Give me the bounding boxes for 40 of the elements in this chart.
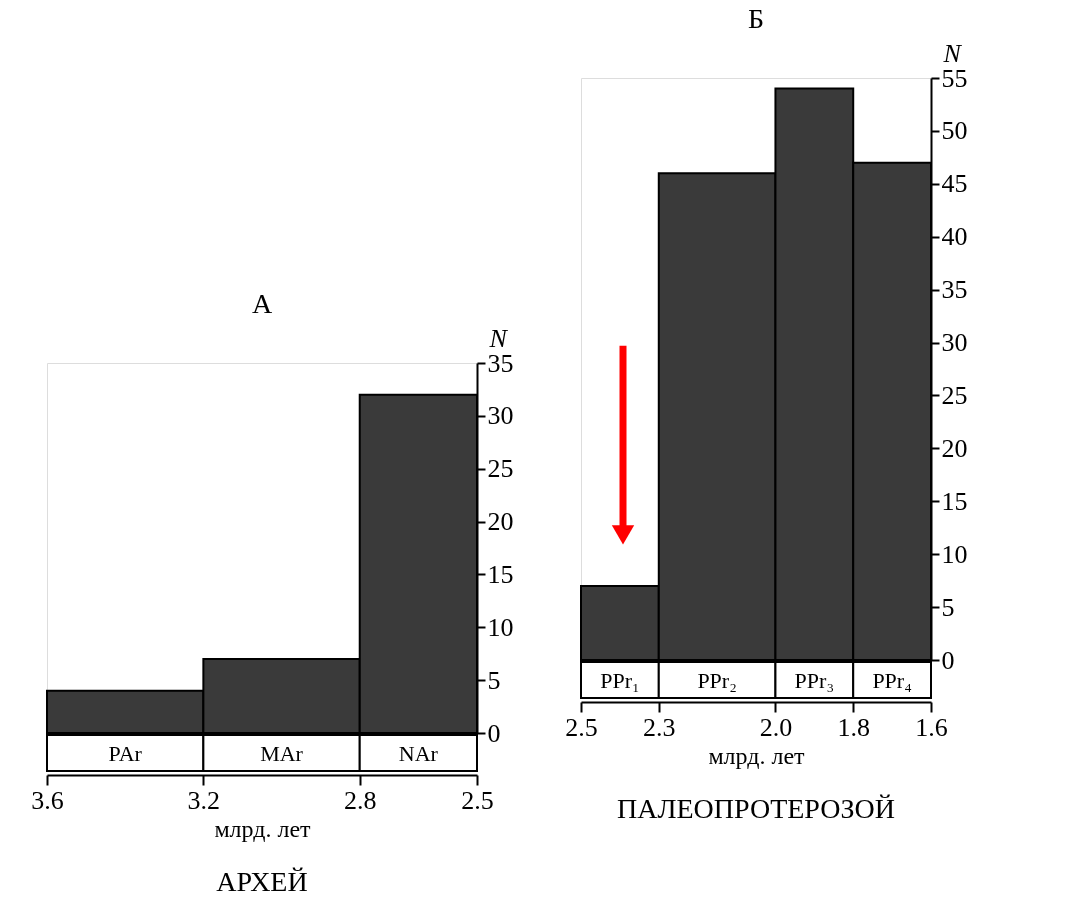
- y-tick-label: 10: [941, 539, 968, 569]
- y-tick-label: 20: [487, 507, 514, 537]
- x-tick-label: 1.6: [915, 712, 948, 742]
- x-tick-label: 2.5: [461, 785, 494, 815]
- x-axis-title: млрд. лет: [708, 742, 806, 769]
- text: PPr₁: [600, 668, 640, 693]
- x-tick-label: 3.2: [187, 785, 221, 815]
- chart-title: Б: [747, 3, 765, 34]
- y-tick-label: 15: [941, 486, 968, 516]
- y-tick-label: 40: [941, 222, 968, 252]
- text: PAr: [108, 741, 143, 766]
- y-tick-label: 50: [941, 116, 968, 146]
- y-tick-label: 0: [487, 718, 501, 748]
- y-tick-label: 25: [487, 454, 514, 484]
- x-tick-label: 2.3: [643, 712, 676, 742]
- y-tick-label: 35: [941, 275, 968, 305]
- x-tick-label: 3.6: [31, 785, 64, 815]
- y-tick-label: 5: [941, 592, 955, 622]
- text: ПАЛЕОПРОТЕРОЗОЙ: [617, 793, 895, 824]
- y-tick-label: 15: [487, 559, 514, 589]
- text: PPr₄: [872, 668, 912, 693]
- y-tick-label: 10: [487, 612, 514, 642]
- chart-title: А: [251, 288, 273, 319]
- text: PPr₂: [697, 668, 737, 693]
- y-tick-label: 5: [487, 665, 501, 695]
- text: АРХЕЙ: [216, 866, 308, 897]
- y-tick-label: 25: [941, 380, 968, 410]
- x-tick-label: 2.0: [759, 712, 793, 742]
- x-axis-title: млрд. лет: [214, 815, 312, 842]
- y-tick-label: 20: [941, 433, 968, 463]
- text: MAr: [260, 741, 304, 766]
- x-tick-label: 2.8: [343, 785, 377, 815]
- y-tick-label: 30: [941, 328, 968, 358]
- text: PPr₃: [794, 668, 835, 693]
- x-tick-label: 1.8: [837, 712, 870, 742]
- y-tick-label: 30: [487, 401, 514, 431]
- text: NAr: [398, 741, 439, 766]
- x-tick-label: 2.5: [565, 712, 598, 742]
- y-tick-label: 0: [941, 645, 955, 675]
- y-tick-label: 45: [941, 169, 968, 199]
